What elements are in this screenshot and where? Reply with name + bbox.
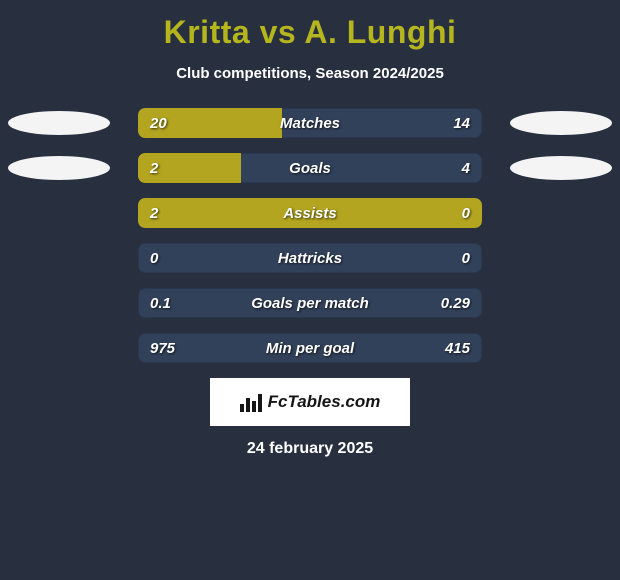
stat-bar: 00Hattricks — [138, 243, 482, 273]
stats-rows: 2014Matches 24Goals 20Assists 00Hattricks 0.… — [0, 108, 620, 363]
stat-label: Hattricks — [138, 243, 482, 273]
stat-row: 00Hattricks — [0, 243, 620, 273]
subtitle: Club competitions, Season 2024/2025 — [0, 65, 620, 82]
stat-bar: 975415Min per goal — [138, 333, 482, 363]
player-oval-right — [510, 156, 612, 180]
stat-label: Assists — [138, 198, 482, 228]
player-oval-left — [8, 111, 110, 135]
stat-label: Goals per match — [138, 288, 482, 318]
stat-label: Goals — [138, 153, 482, 183]
stat-bar: 20Assists — [138, 198, 482, 228]
stat-label: Matches — [138, 108, 482, 138]
stat-bar: 0.10.29Goals per match — [138, 288, 482, 318]
stat-label: Min per goal — [138, 333, 482, 363]
player-oval-left — [8, 156, 110, 180]
stat-row: 20Assists — [0, 198, 620, 228]
date-label: 24 february 2025 — [0, 440, 620, 458]
stat-row: 975415Min per goal — [0, 333, 620, 363]
stat-bar: 24Goals — [138, 153, 482, 183]
player-oval-right — [510, 111, 612, 135]
stat-row: 24Goals — [0, 153, 620, 183]
stat-row: 0.10.29Goals per match — [0, 288, 620, 318]
stat-bar: 2014Matches — [138, 108, 482, 138]
page-title: Kritta vs A. Lunghi — [0, 0, 620, 51]
bars-logo-icon — [240, 392, 262, 412]
fctables-badge[interactable]: FcTables.com — [210, 378, 410, 426]
stat-row: 2014Matches — [0, 108, 620, 138]
badge-text: FcTables.com — [268, 392, 381, 412]
